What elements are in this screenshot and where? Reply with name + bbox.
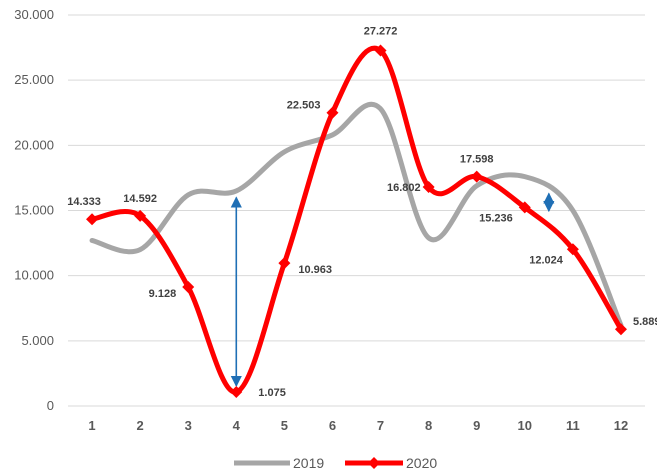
x-tick-label: 6 (329, 418, 336, 433)
data-point-marker (422, 181, 435, 194)
data-label: 10.963 (298, 264, 332, 276)
legend-label: 2020 (406, 455, 437, 471)
data-label: 22.503 (287, 100, 321, 112)
y-tick-label: 0 (47, 398, 54, 413)
data-point-marker (86, 213, 99, 226)
x-axis-ticks: 1 2 3 4 5 6 7 8 9 10 11 12 (88, 418, 628, 433)
x-tick-label: 1 (88, 418, 95, 433)
data-label: 15.236 (479, 212, 513, 224)
series-line-2019 (89, 101, 624, 328)
gridlines (68, 14, 645, 407)
data-labels: 14.333 14.592 9.128 1.075 10.963 22.503 27.272… (67, 26, 657, 399)
data-point-marker (182, 281, 195, 294)
data-label: 12.024 (529, 254, 564, 266)
data-label: 27.272 (364, 26, 398, 38)
x-tick-label: 4 (233, 418, 241, 433)
y-tick-label: 10.000 (14, 268, 54, 283)
data-point-marker (614, 323, 627, 336)
data-point-marker (470, 170, 483, 183)
data-label: 9.128 (149, 288, 177, 300)
x-tick-label: 11 (566, 418, 580, 433)
data-point-marker (278, 257, 291, 270)
legend-label: 2019 (293, 455, 324, 471)
x-tick-label: 2 (137, 418, 144, 433)
x-tick-label: 3 (185, 418, 192, 433)
x-tick-label: 8 (425, 418, 432, 433)
data-point-marker (374, 44, 387, 57)
x-tick-label: 9 (473, 418, 480, 433)
x-tick-label: 10 (518, 418, 532, 433)
y-tick-label: 5.000 (21, 333, 54, 348)
data-point-marker (566, 243, 579, 256)
data-label: 17.598 (460, 154, 494, 166)
legend-marker (368, 457, 380, 469)
data-label: 16.802 (387, 182, 421, 194)
data-point-marker (134, 209, 147, 222)
y-tick-label: 30.000 (14, 7, 54, 22)
x-tick-label: 12 (614, 418, 628, 433)
x-tick-label: 7 (377, 418, 384, 433)
y-axis-ticks: 0 5.000 10.000 15.000 20.000 25.000 30.000 (14, 7, 54, 413)
data-point-marker (326, 106, 339, 119)
series-markers (86, 44, 627, 398)
x-tick-label: 5 (281, 418, 288, 433)
y-tick-label: 15.000 (14, 203, 54, 218)
data-point-marker (518, 201, 531, 214)
y-tick-label: 20.000 (14, 137, 54, 152)
data-point-marker (230, 385, 243, 398)
data-label: 14.592 (123, 193, 157, 205)
data-label: 5.889 (633, 316, 657, 328)
data-label: 14.333 (67, 196, 101, 208)
legend: 2019 2020 (234, 455, 437, 471)
y-tick-label: 25.000 (14, 72, 54, 87)
annotation-arrows (230, 192, 555, 388)
data-label: 1.075 (258, 387, 286, 399)
